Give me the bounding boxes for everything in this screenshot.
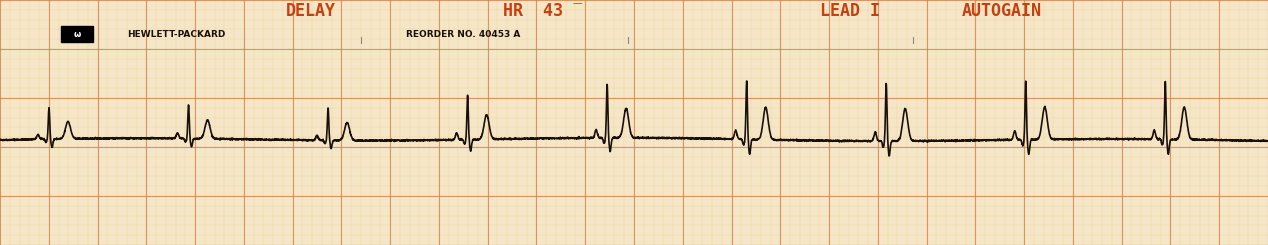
Text: HR  43: HR 43 bbox=[502, 2, 563, 20]
Text: AUTOGAIN: AUTOGAIN bbox=[961, 2, 1042, 20]
Text: —: — bbox=[572, 0, 582, 9]
Text: REORDER NO. 40453 A: REORDER NO. 40453 A bbox=[406, 30, 520, 39]
Text: DELAY: DELAY bbox=[285, 2, 336, 20]
Text: ω: ω bbox=[74, 30, 81, 39]
Text: LEAD I: LEAD I bbox=[819, 2, 880, 20]
Text: HEWLETT-PACKARD: HEWLETT-PACKARD bbox=[127, 30, 226, 39]
FancyBboxPatch shape bbox=[61, 26, 93, 42]
